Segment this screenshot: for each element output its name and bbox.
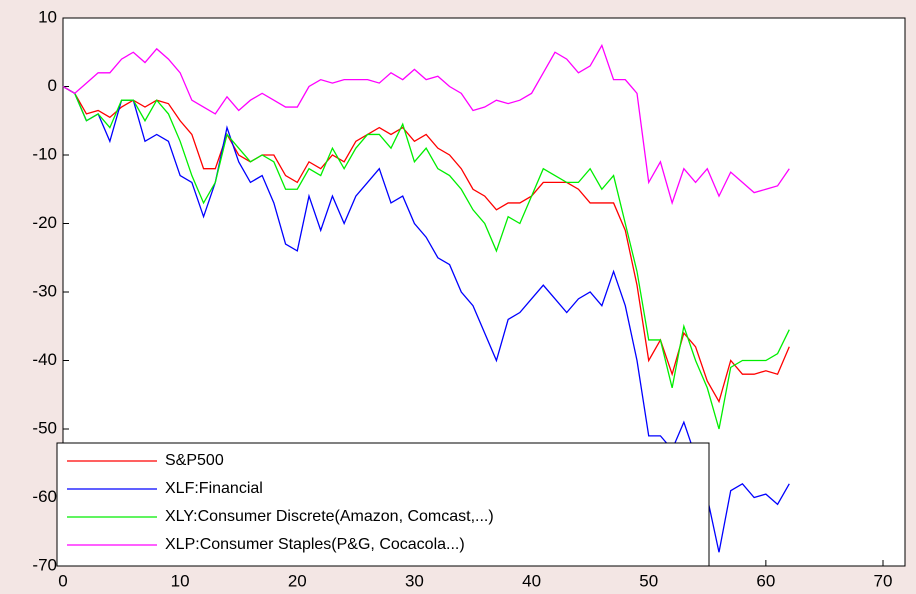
x-tick-label: 10 [171,571,190,590]
y-tick-label: -30 [32,281,57,300]
y-tick-label: -20 [32,213,57,232]
x-tick-label: 0 [58,571,67,590]
legend-label: S&P500 [165,452,224,469]
x-tick-label: 30 [405,571,424,590]
legend-box [56,442,710,567]
legend-label: XLY:Consumer Discrete(Amazon, Comcast,..… [165,508,494,525]
y-tick-label: -40 [32,350,57,369]
x-tick-label: 50 [639,571,658,590]
y-tick-label: -50 [32,418,57,437]
x-tick-label: 70 [874,571,893,590]
y-tick-label: 0 [48,76,57,95]
y-tick-label: -60 [32,487,57,506]
y-tick-label: 10 [38,7,57,26]
legend-label: XLP:Consumer Staples(P&G, Cocacola...) [165,536,465,553]
x-tick-label: 40 [522,571,541,590]
x-tick-label: 60 [756,571,775,590]
y-tick-label: -70 [32,555,57,574]
series-line [62,43,790,206]
legend-label: XLF:Financial [165,480,263,497]
series-line [62,85,790,404]
y-tick-label: -10 [32,144,57,163]
series-line [62,85,790,430]
x-tick-label: 20 [288,571,307,590]
